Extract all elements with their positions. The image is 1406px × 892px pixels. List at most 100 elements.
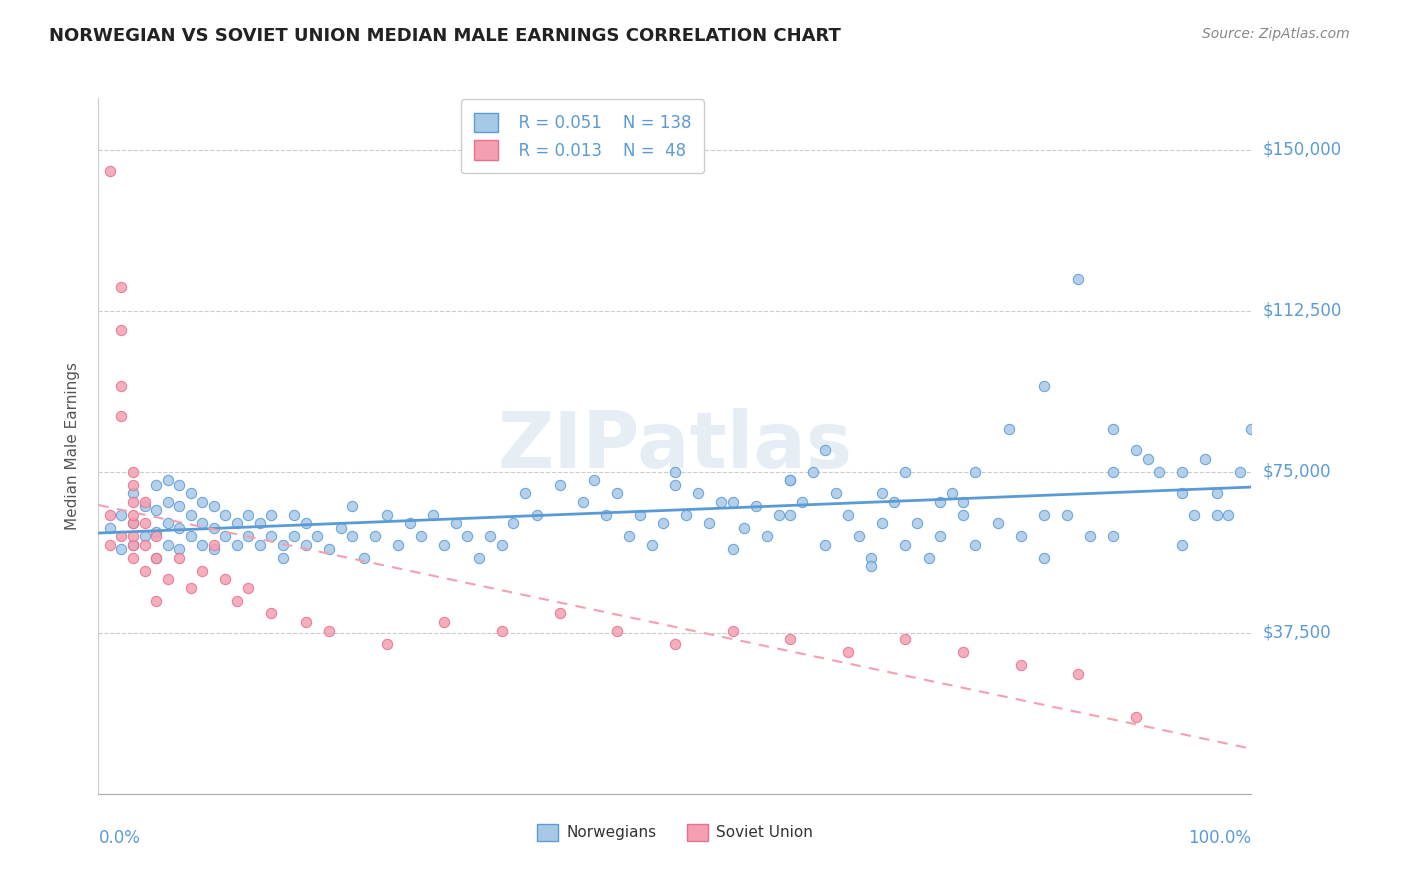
Point <box>768 508 790 522</box>
Point <box>167 477 190 491</box>
Point <box>156 495 179 509</box>
Point <box>180 508 202 522</box>
Point <box>664 636 686 650</box>
Point <box>628 508 651 522</box>
Point <box>145 529 167 543</box>
Point <box>271 550 294 565</box>
Point <box>110 542 132 557</box>
Point <box>721 624 744 638</box>
Point <box>156 572 179 586</box>
Point <box>249 516 271 531</box>
Point <box>1171 486 1194 500</box>
Point <box>814 538 837 552</box>
Point <box>134 529 156 543</box>
Point <box>929 495 952 509</box>
Point <box>191 495 214 509</box>
Point <box>411 529 433 543</box>
Point <box>145 550 167 565</box>
Point <box>491 538 513 552</box>
Point <box>859 550 882 565</box>
Point <box>1032 508 1054 522</box>
Point <box>110 508 132 522</box>
Point <box>675 508 697 522</box>
Point <box>1067 271 1090 285</box>
Point <box>156 474 179 488</box>
Point <box>238 581 260 595</box>
Point <box>122 529 145 543</box>
Point <box>191 516 214 531</box>
Point <box>122 538 145 552</box>
Point <box>1067 666 1090 681</box>
Point <box>260 529 283 543</box>
Point <box>375 636 398 650</box>
Point <box>340 499 363 513</box>
Point <box>202 520 225 534</box>
Point <box>110 529 132 543</box>
Point <box>526 508 548 522</box>
Point <box>307 529 329 543</box>
Point <box>617 529 640 543</box>
Point <box>571 495 593 509</box>
Point <box>145 503 167 517</box>
Point <box>202 542 225 557</box>
Point <box>952 508 974 522</box>
Point <box>1229 465 1251 479</box>
Point <box>744 499 766 513</box>
Point <box>134 516 156 531</box>
Point <box>1205 508 1227 522</box>
Point <box>167 550 190 565</box>
Point <box>779 632 801 647</box>
Point <box>952 645 974 659</box>
Point <box>963 538 986 552</box>
Point <box>790 495 813 509</box>
Point <box>375 508 398 522</box>
Point <box>398 516 420 531</box>
Point <box>318 542 340 557</box>
Point <box>721 495 744 509</box>
Point <box>122 477 145 491</box>
Point <box>883 495 905 509</box>
Point <box>180 581 202 595</box>
Point <box>122 495 145 509</box>
Point <box>145 477 167 491</box>
Point <box>1102 422 1125 436</box>
Point <box>548 477 571 491</box>
Point <box>1147 465 1170 479</box>
Point <box>122 508 145 522</box>
Point <box>202 538 225 552</box>
Point <box>191 538 214 552</box>
Point <box>238 508 260 522</box>
Point <box>652 516 675 531</box>
Point <box>98 520 121 534</box>
Point <box>295 615 318 629</box>
Point <box>479 529 502 543</box>
Legend: Norwegians, Soviet Union: Norwegians, Soviet Union <box>530 816 820 849</box>
Point <box>872 516 894 531</box>
Point <box>929 529 952 543</box>
Point <box>548 607 571 621</box>
Point <box>214 529 236 543</box>
Point <box>1010 529 1032 543</box>
Point <box>721 542 744 557</box>
Point <box>456 529 478 543</box>
Point <box>664 465 686 479</box>
Point <box>167 499 190 513</box>
Point <box>444 516 467 531</box>
Point <box>98 164 121 178</box>
Point <box>202 499 225 513</box>
Point <box>998 422 1021 436</box>
Point <box>779 508 801 522</box>
Point <box>134 499 156 513</box>
Point <box>433 615 456 629</box>
Text: $37,500: $37,500 <box>1263 624 1331 642</box>
Point <box>122 465 145 479</box>
Point <box>283 508 305 522</box>
Y-axis label: Median Male Earnings: Median Male Earnings <box>65 362 80 530</box>
Point <box>595 508 617 522</box>
Point <box>225 516 247 531</box>
Point <box>710 495 733 509</box>
Point <box>513 486 536 500</box>
Text: $112,500: $112,500 <box>1263 301 1343 319</box>
Point <box>364 529 387 543</box>
Point <box>1205 486 1227 500</box>
